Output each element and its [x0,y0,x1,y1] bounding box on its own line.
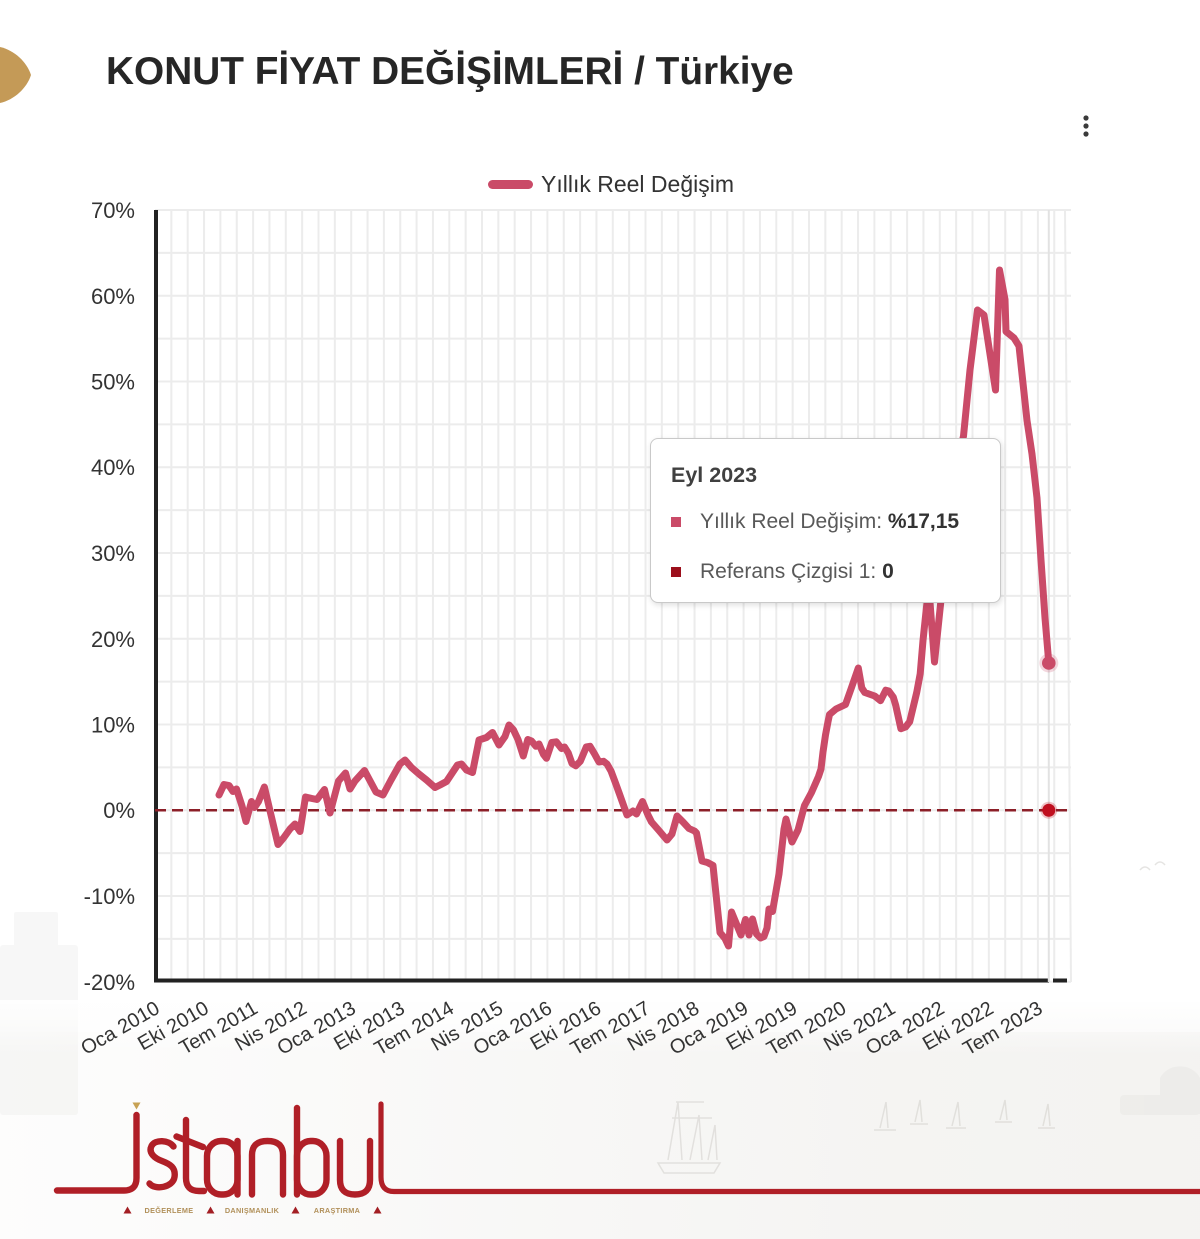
svg-text:60%: 60% [91,284,135,309]
svg-text:-20%: -20% [84,970,135,995]
svg-text:20%: 20% [91,627,135,652]
svg-text:50%: 50% [91,370,135,395]
svg-text:-10%: -10% [84,884,135,909]
svg-text:0%: 0% [103,798,135,823]
svg-text:DANIŞMANLIK: DANIŞMANLIK [225,1206,280,1215]
svg-text:Yıllık Reel Değişim: Yıllık Reel Değişim [541,171,734,197]
svg-text:ARAŞTIRMA: ARAŞTIRMA [314,1206,361,1215]
svg-text:DEĞERLEME: DEĞERLEME [145,1206,194,1215]
svg-text:10%: 10% [91,713,135,738]
svg-text:30%: 30% [91,541,135,566]
svg-text:70%: 70% [91,198,135,223]
svg-text:40%: 40% [91,455,135,480]
